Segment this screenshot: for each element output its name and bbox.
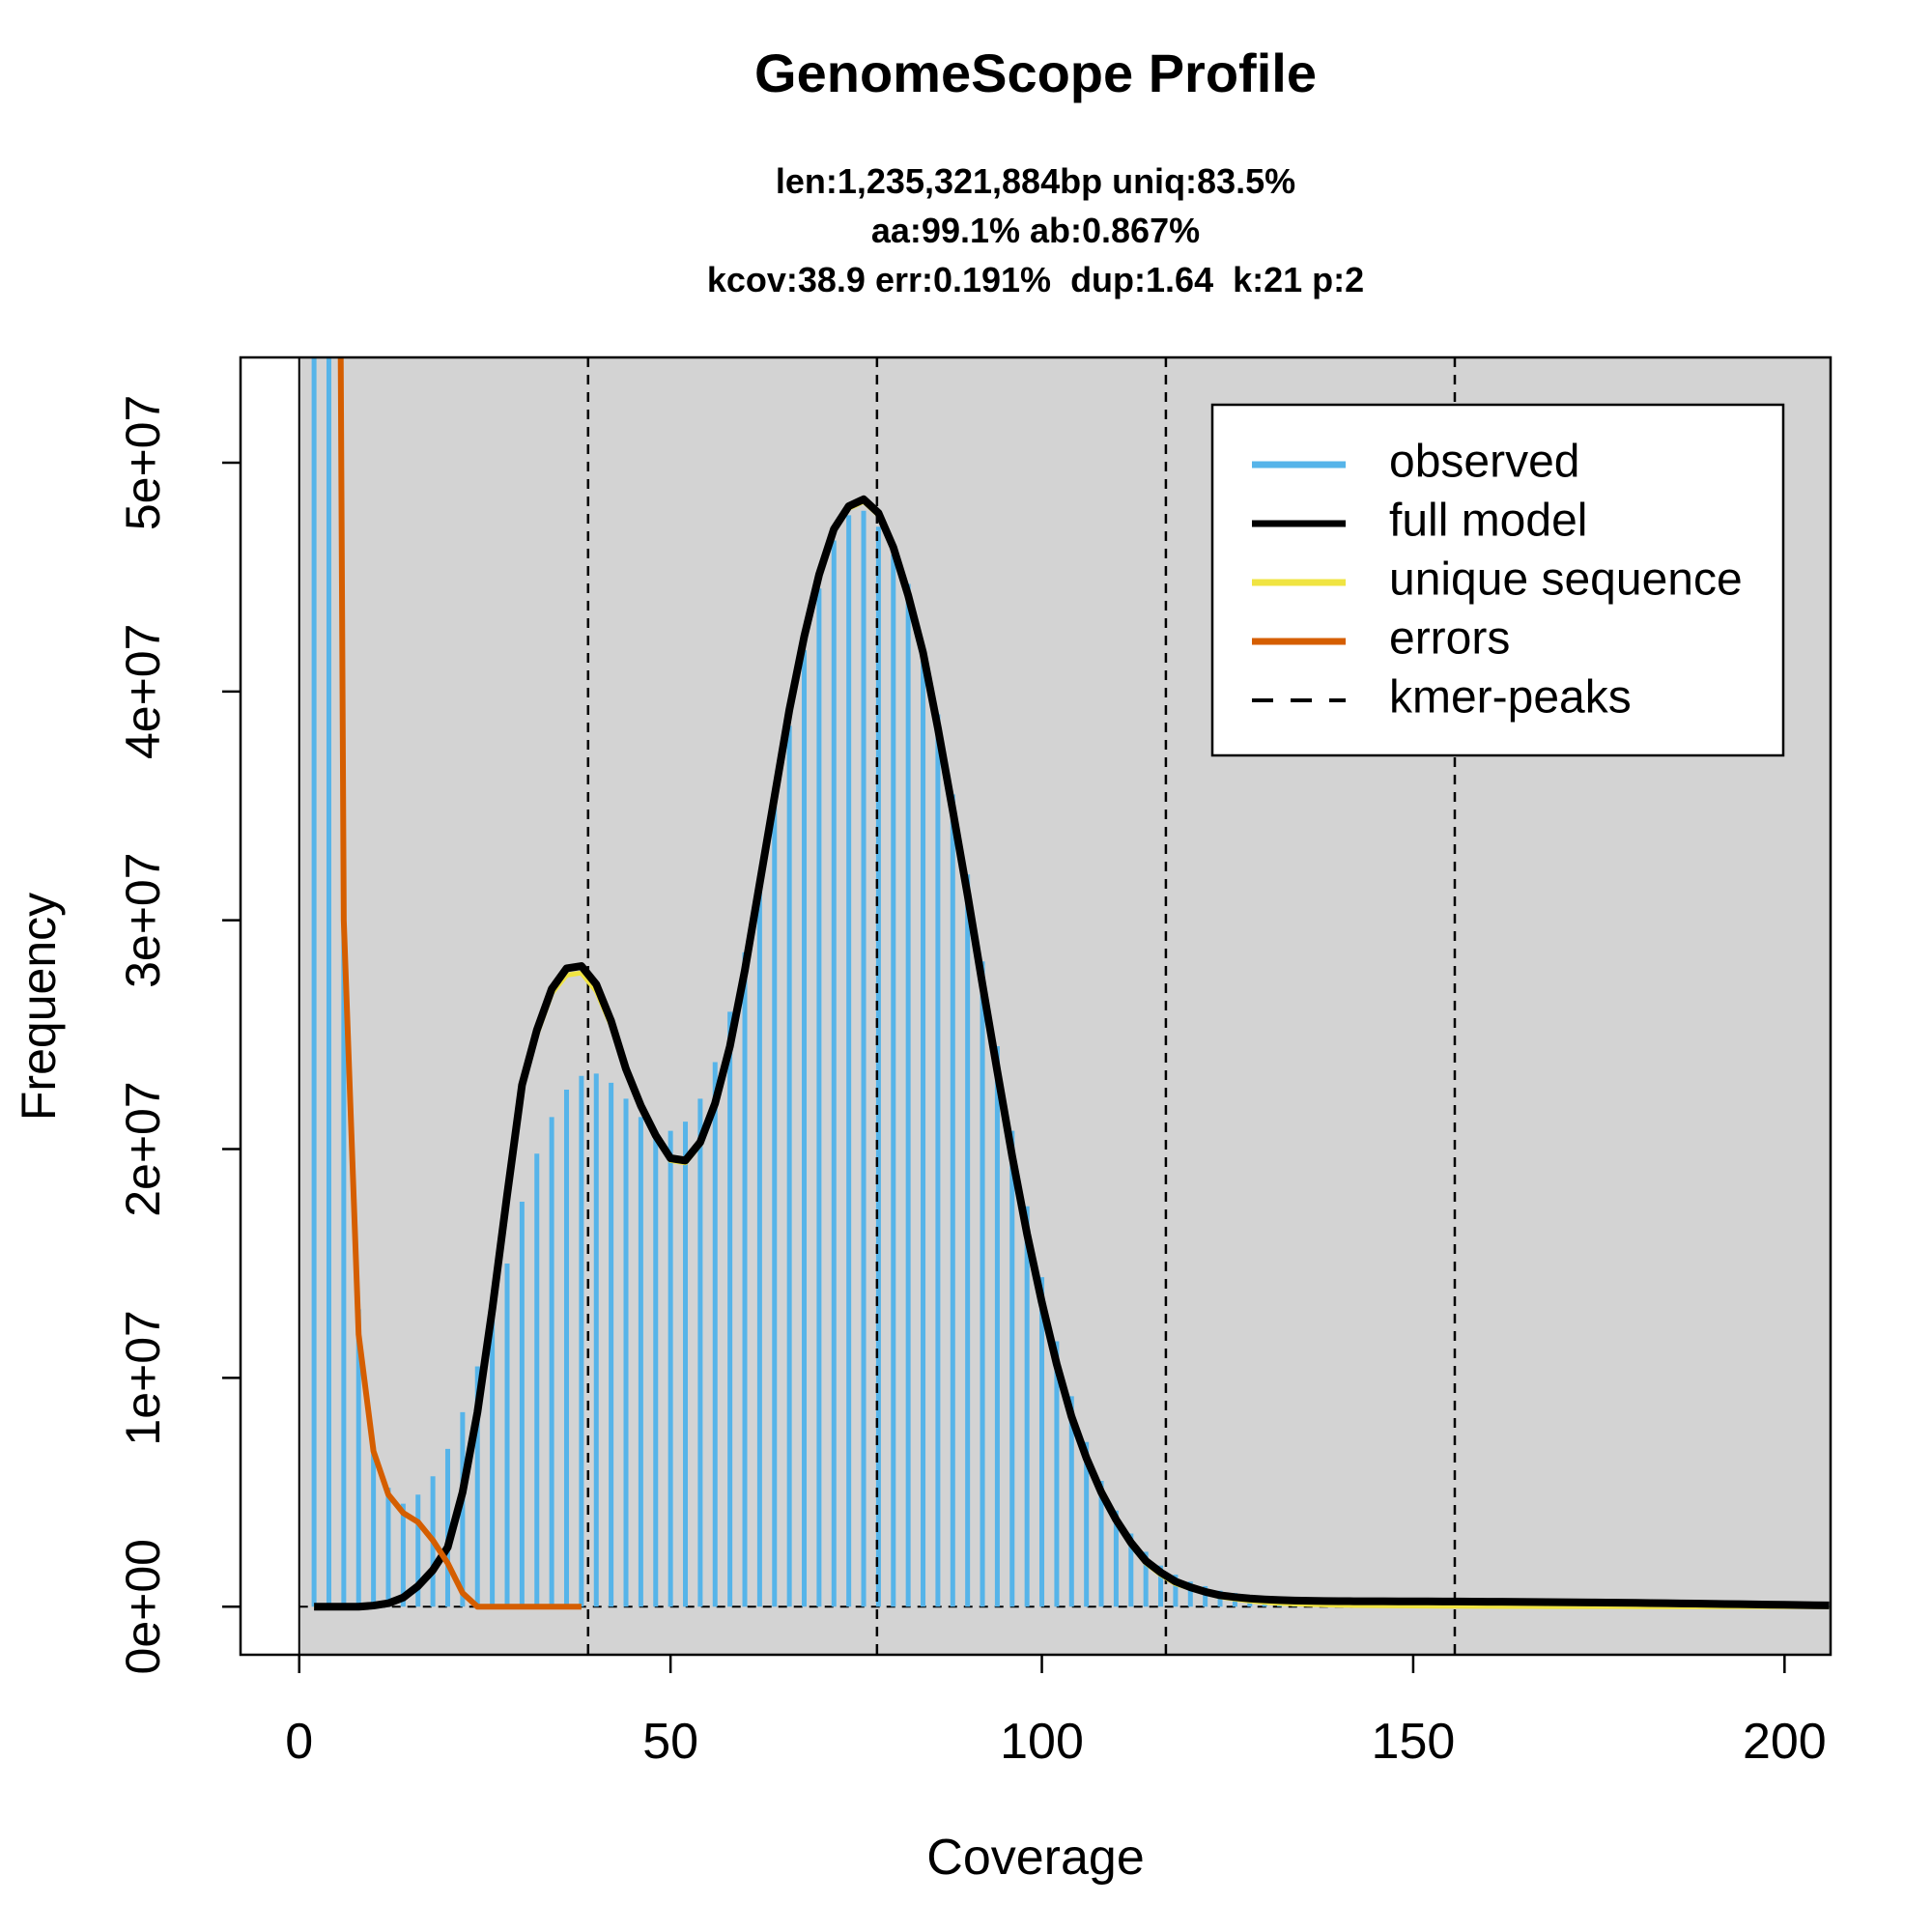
x-tick-label: 0 <box>285 1714 313 1770</box>
x-axis-label: Coverage <box>926 1830 1144 1886</box>
y-axis-label: Frequency <box>12 893 66 1121</box>
chart-subtitle: kcov:38.9 err:0.191% dup:1.64 k:21 p:2 <box>707 260 1364 299</box>
y-tick-label: 2e+07 <box>116 1081 170 1216</box>
y-tick-label: 0e+00 <box>116 1539 170 1674</box>
x-tick-label: 150 <box>1372 1714 1456 1770</box>
legend-label: errors <box>1389 613 1510 665</box>
x-tick-label: 200 <box>1743 1714 1827 1770</box>
y-tick-label: 5e+07 <box>116 395 170 530</box>
x-tick-label: 50 <box>642 1714 698 1770</box>
legend-label: kmer-peaks <box>1389 672 1632 724</box>
plot-area <box>298 357 1831 1655</box>
y-tick-label: 4e+07 <box>116 624 170 759</box>
plot-frame <box>239 355 1833 1657</box>
chart-title: GenomeScope Profile <box>754 43 1317 103</box>
legend-label: full model <box>1389 496 1587 547</box>
y-tick-label: 1e+07 <box>116 1310 170 1445</box>
legend-label: observed <box>1389 437 1579 488</box>
series-line <box>314 495 1830 1611</box>
x-tick-label: 100 <box>1000 1714 1084 1770</box>
chart-subtitle: len:1,235,321,884bp uniq:83.5% <box>776 161 1295 201</box>
chart-subtitle: aa:99.1% ab:0.867% <box>871 211 1200 250</box>
legend-label: unique sequence <box>1389 554 1743 606</box>
y-tick-label: 3e+07 <box>116 852 170 987</box>
series-line <box>337 357 582 1610</box>
